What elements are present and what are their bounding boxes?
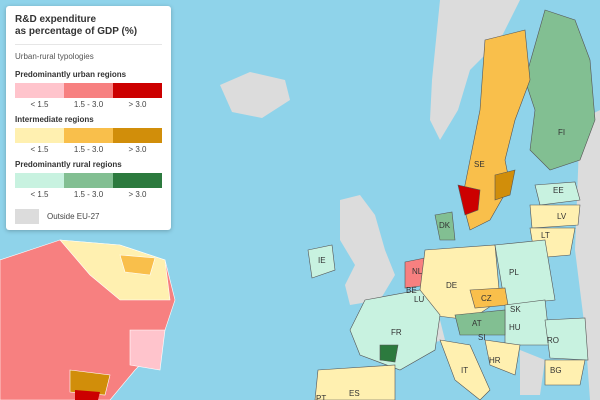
legend-outside-eu: Outside EU-27 xyxy=(15,209,162,224)
label-FI: FI xyxy=(558,128,565,137)
label-NL: NL xyxy=(412,267,423,276)
legend-subtitle: Urban-rural typologies xyxy=(15,52,94,61)
legend-group-urban: Predominantly urban regions < 1.5 1.5 - 3… xyxy=(15,70,162,109)
label-SE: SE xyxy=(474,160,485,169)
label-RO: RO xyxy=(547,336,559,345)
label-DK: DK xyxy=(439,221,451,230)
swatch xyxy=(64,173,113,188)
label-SI: SI xyxy=(478,333,486,342)
swatch xyxy=(64,83,113,98)
label-IE: IE xyxy=(318,256,326,265)
inset-map[interactable] xyxy=(0,235,176,400)
label-ES: ES xyxy=(349,389,360,398)
legend-group-intermediate: Intermediate regions < 1.5 1.5 - 3.0 > 3.0 xyxy=(15,115,162,154)
swatch xyxy=(15,83,64,98)
swatch xyxy=(113,173,162,188)
legend-group-rural: Predominantly rural regions < 1.5 1.5 - 3… xyxy=(15,160,162,199)
label-BE: BE xyxy=(406,286,417,295)
label-CZ: CZ xyxy=(481,294,492,303)
outside-eu-land xyxy=(220,0,600,400)
label-LV: LV xyxy=(557,212,567,221)
legend-title: R&D expenditure as percentage of GDP (%) xyxy=(15,14,162,45)
swatch xyxy=(15,173,64,188)
label-IT: IT xyxy=(461,366,468,375)
label-HR: HR xyxy=(489,356,501,365)
label-SK: SK xyxy=(510,305,521,314)
label-AT: AT xyxy=(472,319,482,328)
label-FR: FR xyxy=(391,328,402,337)
swatch xyxy=(64,128,113,143)
country-labels: FI SE EE LV LT DK IE NL BE LU DE PL CZ S… xyxy=(316,128,567,400)
swatch xyxy=(113,128,162,143)
swatch-outside xyxy=(15,209,39,224)
swatch xyxy=(15,128,64,143)
label-LT: LT xyxy=(541,231,550,240)
eu-regions[interactable] xyxy=(307,9,596,400)
label-EE: EE xyxy=(553,186,564,195)
label-DE: DE xyxy=(446,281,457,290)
label-PT: PT xyxy=(316,394,326,400)
label-BG: BG xyxy=(550,366,562,375)
label-HU: HU xyxy=(509,323,521,332)
label-LU: LU xyxy=(414,295,424,304)
legend-panel: R&D expenditure as percentage of GDP (%)… xyxy=(6,6,171,230)
label-PL: PL xyxy=(509,268,519,277)
swatch xyxy=(113,83,162,98)
